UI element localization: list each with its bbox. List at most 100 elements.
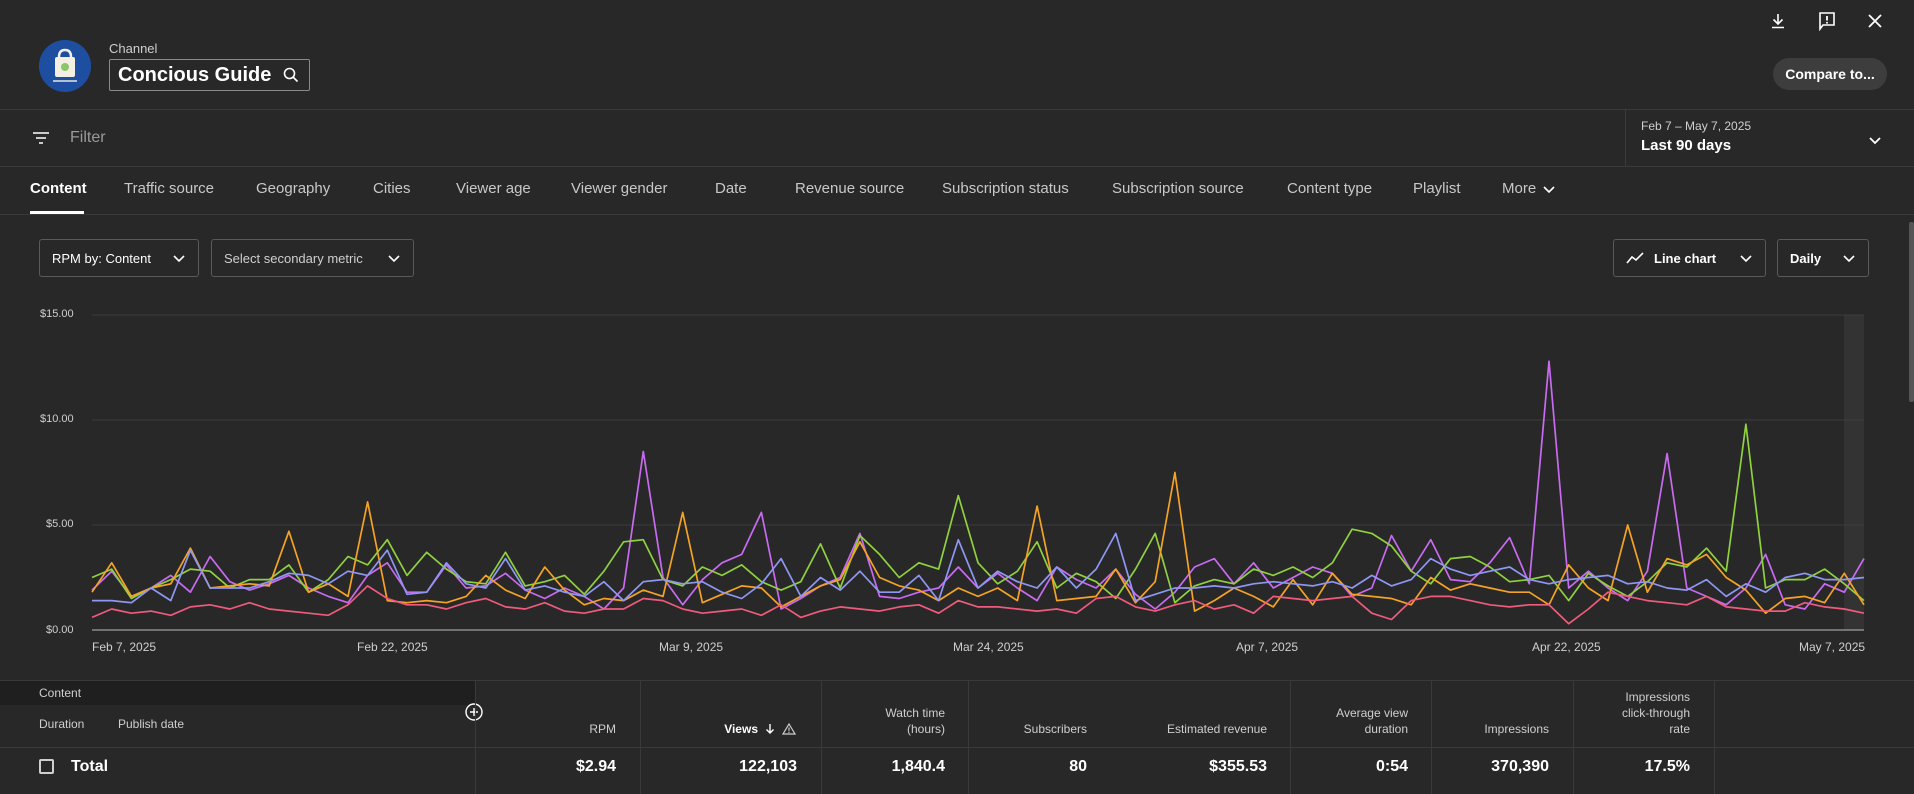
tab-traffic-source[interactable]: Traffic source [124,180,215,197]
channel-name: Concious Guide [118,63,272,86]
ctr-label-line: click-through [1621,706,1690,720]
series-line-3[interactable] [91,471,1865,615]
ctr-column-header[interactable]: Impressions click-through rate [1584,689,1690,737]
primary-metric-dropdown[interactable]: RPM by: Content [39,239,199,277]
search-icon [284,67,299,83]
chart-type-label: Line chart [1654,250,1717,266]
total-ctr: 17.5% [1644,758,1690,775]
x-tick-label: Apr 7, 2025 [1236,640,1299,654]
average-view-duration-column-header[interactable]: Average view duration [1301,705,1408,737]
duration-column-label[interactable]: Duration [39,717,85,731]
views-column-label: Views [724,722,758,736]
avd-label-line: duration [1364,722,1408,736]
chevron-down-icon [1543,185,1555,193]
column-divider [1714,681,1715,794]
subscribers-column-header[interactable]: Subscribers [1023,722,1087,736]
channel-label: Channel [109,41,158,56]
compare-button[interactable]: Compare to... [1773,58,1887,90]
ctr-label-line: Impressions [1625,690,1690,704]
sort-descending-icon [766,724,774,734]
tab-content[interactable]: Content [30,180,87,197]
y-tick-label: $5.00 [46,518,74,530]
watch-time-column-header[interactable]: Watch time (hours) [832,705,945,737]
chevron-down-icon [388,255,400,263]
watch-time-label-line: Watch time [885,706,945,720]
scrollbar-thumb[interactable] [1909,222,1914,402]
tab-date[interactable]: Date [715,180,747,197]
column-divider [640,681,641,794]
add-column-icon[interactable] [465,703,483,721]
column-divider [1573,681,1574,794]
tab-viewer-gender[interactable]: Viewer gender [571,180,668,197]
secondary-metric-dropdown[interactable]: Select secondary metric [211,239,414,277]
series-line-5[interactable] [91,585,1865,625]
header [0,0,1914,110]
granularity-label: Daily [1790,250,1822,266]
column-divider [968,681,969,794]
tab-subscription-source[interactable]: Subscription source [1112,180,1244,197]
series-line-1[interactable] [91,360,1865,610]
x-tick-label: Mar 9, 2025 [659,640,724,654]
date-period: Last 90 days [1641,137,1732,154]
estimated-revenue-column-header[interactable]: Estimated revenue [1166,722,1267,736]
avd-label-line: Average view [1336,706,1408,720]
content-column-label: Content [39,686,82,700]
column-divider [1290,681,1291,794]
series-line-2[interactable] [91,423,1865,604]
secondary-metric-label: Select secondary metric [224,250,363,266]
tab-cities[interactable]: Cities [373,180,411,197]
chevron-down-icon [1740,255,1752,263]
download-icon[interactable] [1767,10,1789,32]
total-views: 122,103 [739,758,797,775]
bag-logo-icon [39,40,91,92]
y-tick-label: $0.00 [46,624,74,636]
tab-more[interactable]: More [1502,180,1556,197]
active-tab-indicator [30,211,84,214]
close-icon[interactable] [1864,10,1886,32]
hover-band [1844,315,1864,630]
total-subscribers: 80 [1069,758,1087,775]
tab-playlist[interactable]: Playlist [1413,180,1461,197]
chevron-down-icon[interactable] [1865,130,1885,150]
y-tick-label: $10.00 [40,413,74,425]
tab-geography[interactable]: Geography [256,180,331,197]
total-rpm: $2.94 [575,758,616,775]
content-group-header [0,681,475,705]
filter-input[interactable]: Filter [70,129,106,146]
date-picker[interactable] [1625,110,1914,166]
ctr-label-line: rate [1669,722,1690,736]
filter-bar [0,110,1914,167]
column-divider [821,681,822,794]
chevron-down-icon [1843,255,1855,263]
tab-viewer-age[interactable]: Viewer age [456,180,531,197]
total-watch-time: 1,840.4 [891,758,945,775]
total-row-checkbox[interactable] [39,759,54,774]
x-tick-label: Apr 22, 2025 [1532,640,1601,654]
x-tick-label: May 7, 2025 [1799,640,1866,654]
chart-type-dropdown[interactable]: Line chart [1613,239,1766,277]
line-chart-icon [1626,252,1644,264]
chevron-down-icon [173,255,185,263]
rpm-line-chart[interactable] [0,300,1914,640]
primary-metric-label: RPM by: Content [52,250,151,266]
channel-avatar[interactable] [39,40,91,92]
tab-subscription-status[interactable]: Subscription status [942,180,1069,197]
publish-date-column-label[interactable]: Publish date [118,717,185,731]
column-divider [1431,681,1432,794]
channel-selector[interactable]: Concious Guide [109,59,311,91]
x-tick-label: Feb 22, 2025 [357,640,428,654]
tab-revenue-source[interactable]: Revenue source [795,180,905,197]
table-header [0,680,1914,748]
total-estimated-revenue: $355.53 [1209,758,1267,775]
granularity-dropdown[interactable]: Daily [1777,239,1869,277]
filter-icon[interactable] [31,128,51,148]
impressions-column-header[interactable]: Impressions [1484,722,1549,736]
x-tick-label: Mar 24, 2025 [953,640,1024,654]
feedback-icon[interactable] [1816,10,1838,32]
date-range: Feb 7 – May 7, 2025 [1641,119,1752,133]
rpm-column-header[interactable]: RPM [589,722,616,736]
tab-content-type[interactable]: Content type [1287,180,1373,197]
views-column-header[interactable]: Views [651,721,796,737]
total-row-label: Total [71,758,109,775]
series-line-4[interactable] [92,532,1865,604]
